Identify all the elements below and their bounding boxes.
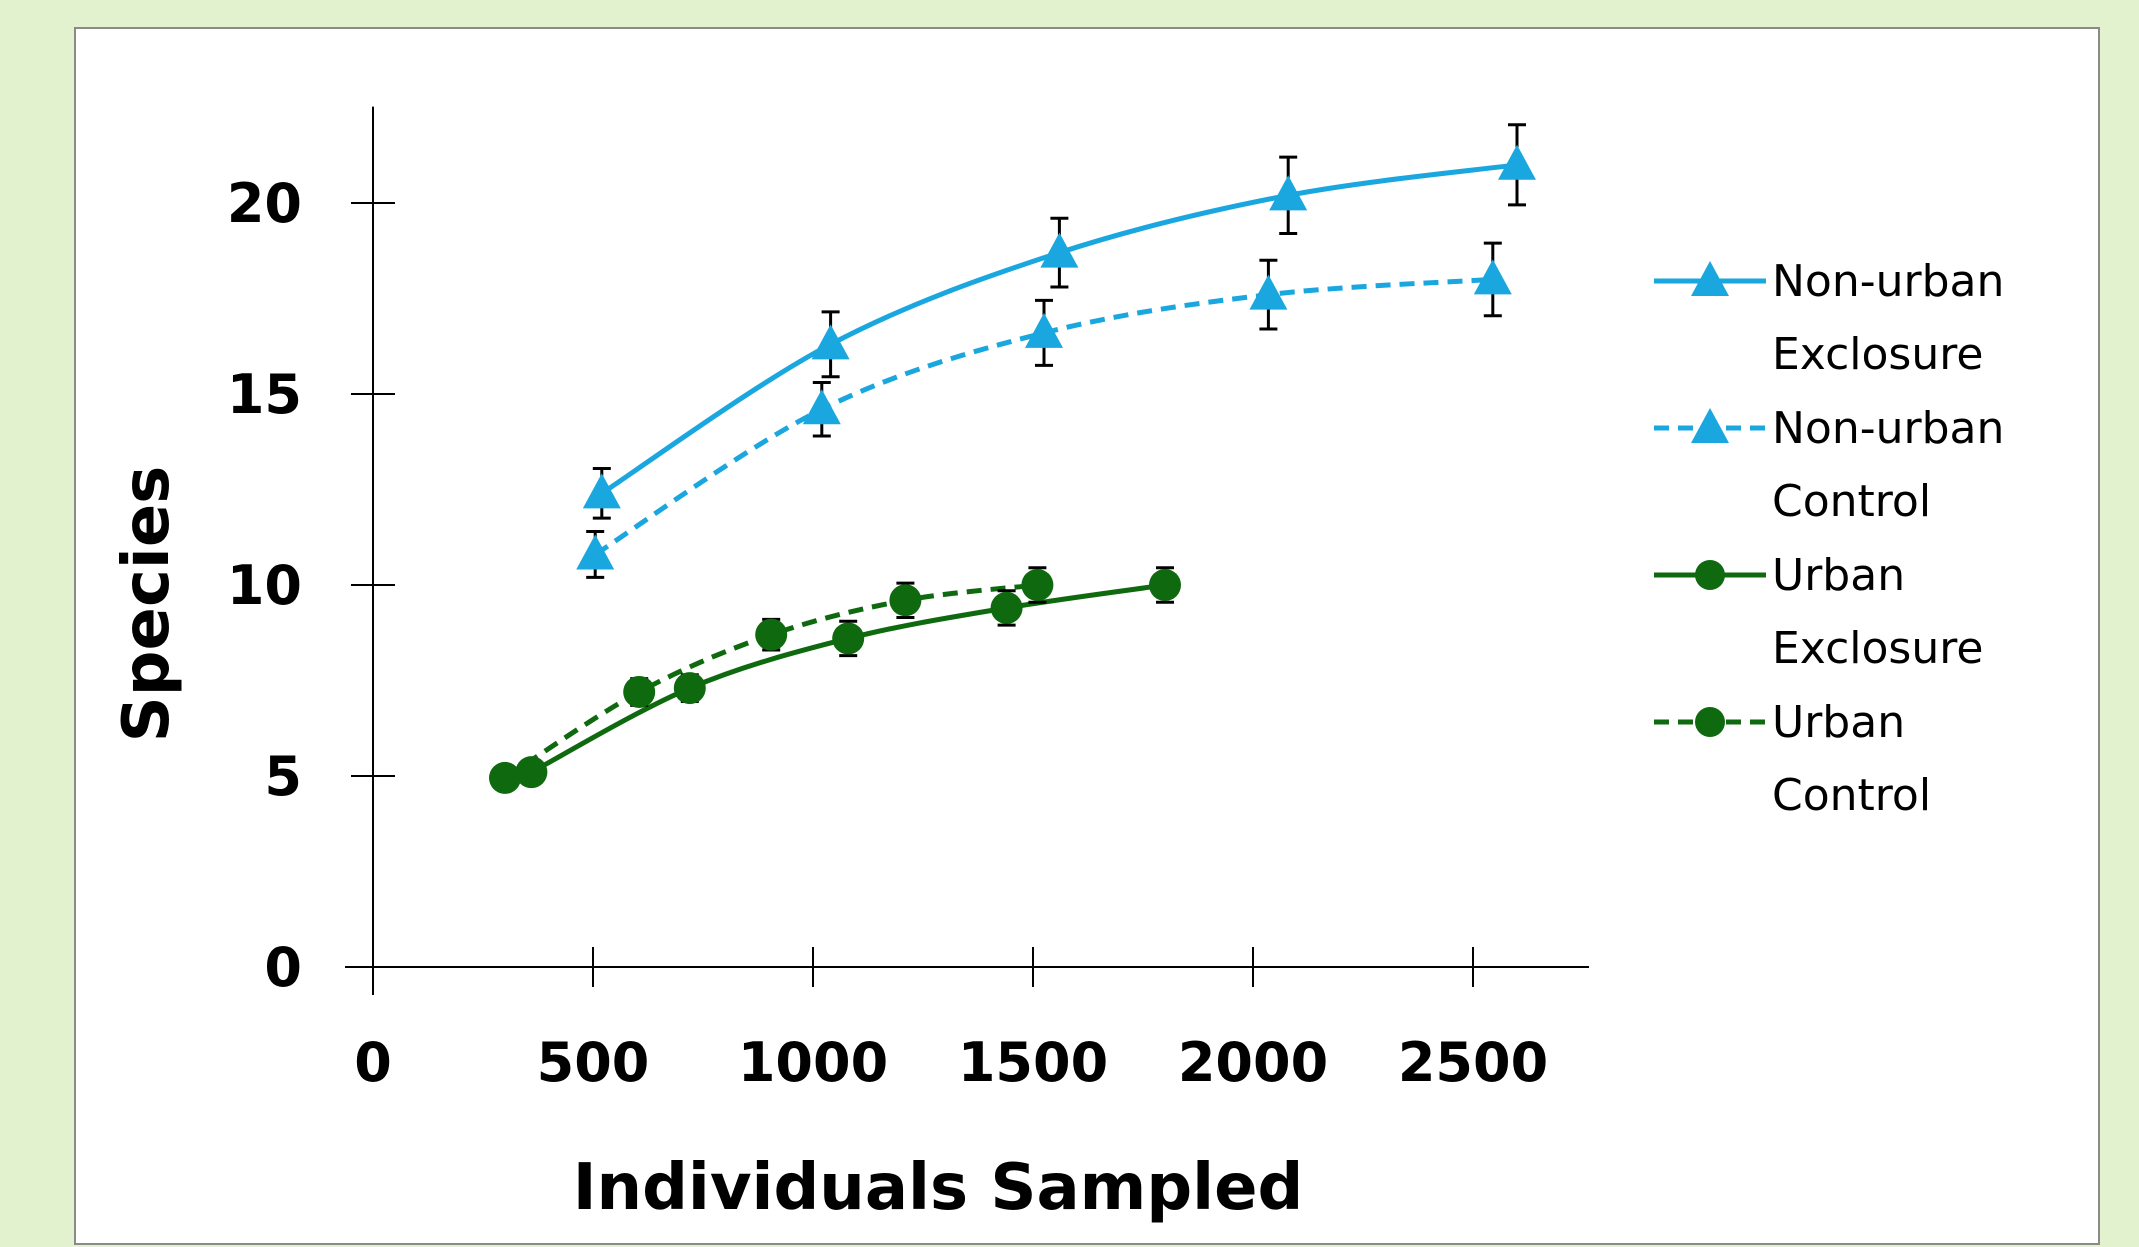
legend-marker <box>1695 707 1725 737</box>
data-point-urban-control <box>623 675 656 708</box>
x-tick-label: 2000 <box>1178 1031 1328 1094</box>
legend-label-line1: Non-urban <box>1772 403 2004 454</box>
y-tick-label: 15 <box>227 363 302 426</box>
data-point-urban-exclosure <box>515 756 548 789</box>
y-tick-label: 10 <box>227 554 302 617</box>
legend-label-line2: Control <box>1772 476 1931 527</box>
legend-label-line2: Exclosure <box>1772 623 1983 674</box>
data-point-urban-control <box>889 584 922 617</box>
legend-entry-non-urban-control: Non-urban Control <box>1654 403 2004 527</box>
data-point-non-urban-control <box>1473 259 1512 295</box>
legend-marker <box>1691 261 1729 296</box>
x-tick-label: 0 <box>354 1031 392 1094</box>
legend-entry-urban-control: Urban Control <box>1654 697 1931 821</box>
legend-marker <box>1695 560 1725 590</box>
data-point-non-urban-exclosure <box>1269 175 1308 211</box>
legend-label-line1: Non-urban <box>1772 256 2004 307</box>
tick-labels: 0 500 1000 1500 2000 2500 0 5 10 15 20 <box>227 172 1548 1094</box>
series-line-non-urban-exclosure <box>600 162 1518 496</box>
series-curves <box>503 162 1518 781</box>
data-point-urban-control <box>1021 569 1054 601</box>
chart-frame: 0 500 1000 1500 2000 2500 0 5 10 15 20 Individuals… <box>74 27 2100 1245</box>
legend: Non-urban Exclosure Non-urban Control Urban E… <box>1654 256 2004 821</box>
legend-label-line1: Urban <box>1772 697 1905 748</box>
x-tick-label: 1000 <box>738 1031 888 1094</box>
legend-label-line2: Control <box>1772 770 1931 821</box>
x-axis-title: Individuals Sampled <box>573 1151 1304 1225</box>
chart-svg: 0 500 1000 1500 2000 2500 0 5 10 15 20 Individuals… <box>110 106 2004 1225</box>
legend-entry-urban-exclosure: Urban Exclosure <box>1654 550 1983 674</box>
legend-marker <box>1691 408 1729 443</box>
data-point-urban-exclosure <box>990 591 1023 624</box>
data-point-urban-exclosure <box>1149 569 1181 601</box>
data-point-non-urban-control <box>576 534 615 570</box>
data-point-non-urban-exclosure <box>811 324 850 360</box>
series-line-urban-exclosure <box>530 582 1166 775</box>
x-tick-label: 500 <box>537 1031 650 1094</box>
x-tick-label: 2500 <box>1398 1031 1548 1094</box>
data-point-non-urban-control <box>1025 312 1063 348</box>
data-point-urban-exclosure <box>673 672 706 705</box>
series-line-urban-control <box>503 582 1038 781</box>
x-tick-label: 1500 <box>958 1031 1108 1094</box>
data-point-urban-control <box>489 761 521 794</box>
data-point-urban-control <box>755 618 788 651</box>
data-point-non-urban-exclosure <box>582 473 621 509</box>
data-point-non-urban-exclosure <box>1498 144 1536 180</box>
y-axis-title: Species <box>110 466 184 743</box>
y-tick-label: 5 <box>264 745 302 808</box>
y-tick-label: 20 <box>227 172 302 235</box>
data-point-non-urban-exclosure <box>1040 232 1079 268</box>
data-point-non-urban-control <box>1249 274 1288 310</box>
y-tick-label: 0 <box>264 936 302 999</box>
data-point-urban-exclosure <box>832 622 865 655</box>
data-point-non-urban-control <box>802 389 841 425</box>
legend-entry-non-urban-exclosure: Non-urban Exclosure <box>1654 256 2004 380</box>
axes <box>345 106 1589 995</box>
legend-label-line2: Exclosure <box>1772 329 1983 380</box>
data-markers <box>489 144 1536 794</box>
legend-label-line1: Urban <box>1772 550 1905 601</box>
